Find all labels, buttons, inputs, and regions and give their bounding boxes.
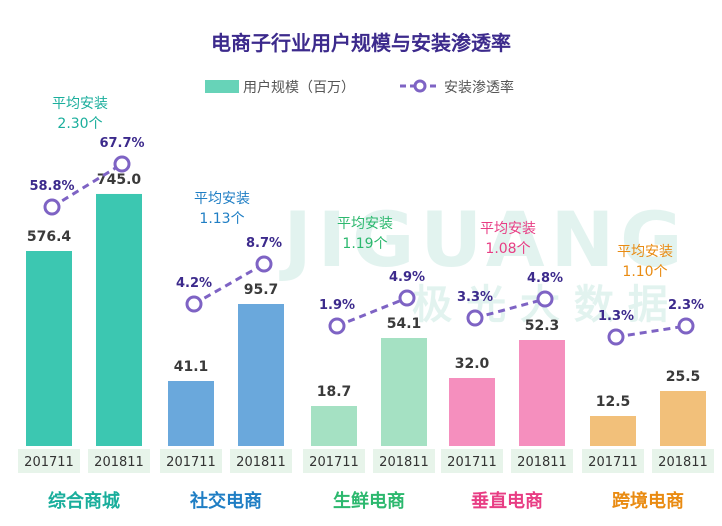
penetration-label: 67.7%: [99, 136, 144, 151]
bar: [381, 338, 427, 446]
penetration-point: [328, 317, 346, 335]
avg-install-value: 1.19个: [342, 236, 387, 252]
penetration-line: [336, 296, 408, 328]
avg-install-label: 平均安装: [337, 216, 393, 232]
penetration-label: 2.3%: [668, 298, 704, 313]
period-label-box: [373, 449, 435, 473]
bar: [26, 251, 72, 446]
category-label: 垂直电商: [471, 490, 543, 512]
period-label-box: [582, 449, 644, 473]
period-label-box: [652, 449, 714, 473]
penetration-point: [113, 155, 131, 173]
penetration-label: 58.8%: [29, 179, 74, 194]
period-label: 201811: [517, 455, 567, 470]
penetration-line: [193, 262, 265, 306]
penetration-point: [677, 317, 695, 335]
penetration-label: 8.7%: [246, 236, 282, 251]
period-label-box: [230, 449, 292, 473]
penetration-label: 4.9%: [389, 270, 425, 285]
bar: [660, 391, 706, 446]
group-2: 41.1 95.7 201711 201811 社交电商 4.2% 8.7% 平均安装 1.13…: [160, 191, 292, 512]
category-label: 综合商城: [48, 490, 120, 512]
penetration-point: [536, 290, 554, 308]
period-label-box: [160, 449, 222, 473]
group-5: 12.5 25.5 201711 201811 跨境电商 1.3% 2.3% 平均安装 1.10…: [582, 244, 714, 512]
avg-install-value: 2.30个: [57, 116, 102, 132]
bar-value-label: 54.1: [387, 316, 422, 332]
period-label: 201811: [658, 455, 708, 470]
group-4: 32.0 52.3 201711 201811 垂直电商 3.3% 4.8% 平均安装 1.08…: [441, 221, 573, 512]
bar-value-label: 25.5: [666, 369, 701, 385]
period-label: 201811: [94, 455, 144, 470]
period-label: 201811: [236, 455, 286, 470]
bar: [96, 193, 142, 446]
period-label-box: [511, 449, 573, 473]
period-label-box: [441, 449, 503, 473]
penetration-line: [474, 297, 546, 320]
penetration-line: [51, 162, 123, 209]
bar: [168, 381, 214, 446]
avg-install-label: 平均安装: [617, 244, 673, 260]
legend-line-marker: [413, 79, 427, 93]
legend-bar-label: 用户规模（百万）: [243, 79, 355, 96]
avg-install-value: 1.10个: [622, 264, 667, 280]
period-label: 201711: [309, 455, 359, 470]
bar-value-label: 32.0: [455, 356, 490, 372]
bar: [311, 406, 357, 446]
bar-value-label: 745.0: [97, 172, 142, 188]
penetration-point: [466, 309, 484, 327]
penetration-point: [185, 295, 203, 313]
bar-value-label: 576.4: [27, 229, 72, 245]
category-label: 社交电商: [190, 490, 262, 512]
bar-value-label: 12.5: [596, 394, 631, 410]
penetration-point: [398, 289, 416, 307]
period-label: 201811: [379, 455, 429, 470]
period-label: 201711: [588, 455, 638, 470]
bar: [590, 416, 636, 446]
bar: [238, 304, 284, 446]
group-3: 18.7 54.1 201711 201811 生鲜电商 1.9% 4.9% 平均安装 1.19…: [303, 216, 435, 512]
period-label: 201711: [166, 455, 216, 470]
avg-install-label: 平均安装: [194, 191, 250, 207]
category-label: 跨境电商: [612, 490, 684, 512]
avg-install-value: 1.13个: [199, 211, 244, 227]
bar-value-label: 52.3: [525, 318, 560, 334]
penetration-point: [607, 328, 625, 346]
period-label-box: [303, 449, 365, 473]
category-label: 生鲜电商: [333, 490, 405, 512]
penetration-point: [255, 255, 273, 273]
bar-value-label: 95.7: [244, 282, 279, 298]
legend-bar-swatch: [205, 80, 239, 93]
chart-title: 电商子行业用户规模与安装渗透率: [211, 31, 511, 55]
bar-value-label: 18.7: [317, 384, 352, 400]
period-label-box: [18, 449, 80, 473]
watermark-line1: JIGUANG: [278, 195, 688, 284]
penetration-point: [43, 198, 61, 216]
penetration-label: 1.3%: [598, 309, 634, 324]
bar-value-label: 41.1: [174, 359, 209, 375]
legend: 用户规模（百万） 安装渗透率: [205, 79, 514, 96]
period-label-box: [88, 449, 150, 473]
penetration-label: 1.9%: [319, 298, 355, 313]
avg-install-label: 平均安装: [480, 221, 536, 237]
group-1: 576.4 745.0 201711 201811 综合商城 58.8% 67.7% 平均安装…: [18, 96, 150, 512]
penetration-label: 3.3%: [457, 290, 493, 305]
bar: [519, 340, 565, 446]
period-label: 201711: [447, 455, 497, 470]
period-label: 201711: [24, 455, 74, 470]
penetration-label: 4.8%: [527, 271, 563, 286]
bar: [449, 378, 495, 446]
legend-line-label: 安装渗透率: [444, 79, 514, 96]
avg-install-label: 平均安装: [52, 96, 108, 112]
penetration-label: 4.2%: [176, 276, 212, 291]
avg-install-value: 1.08个: [485, 241, 530, 257]
